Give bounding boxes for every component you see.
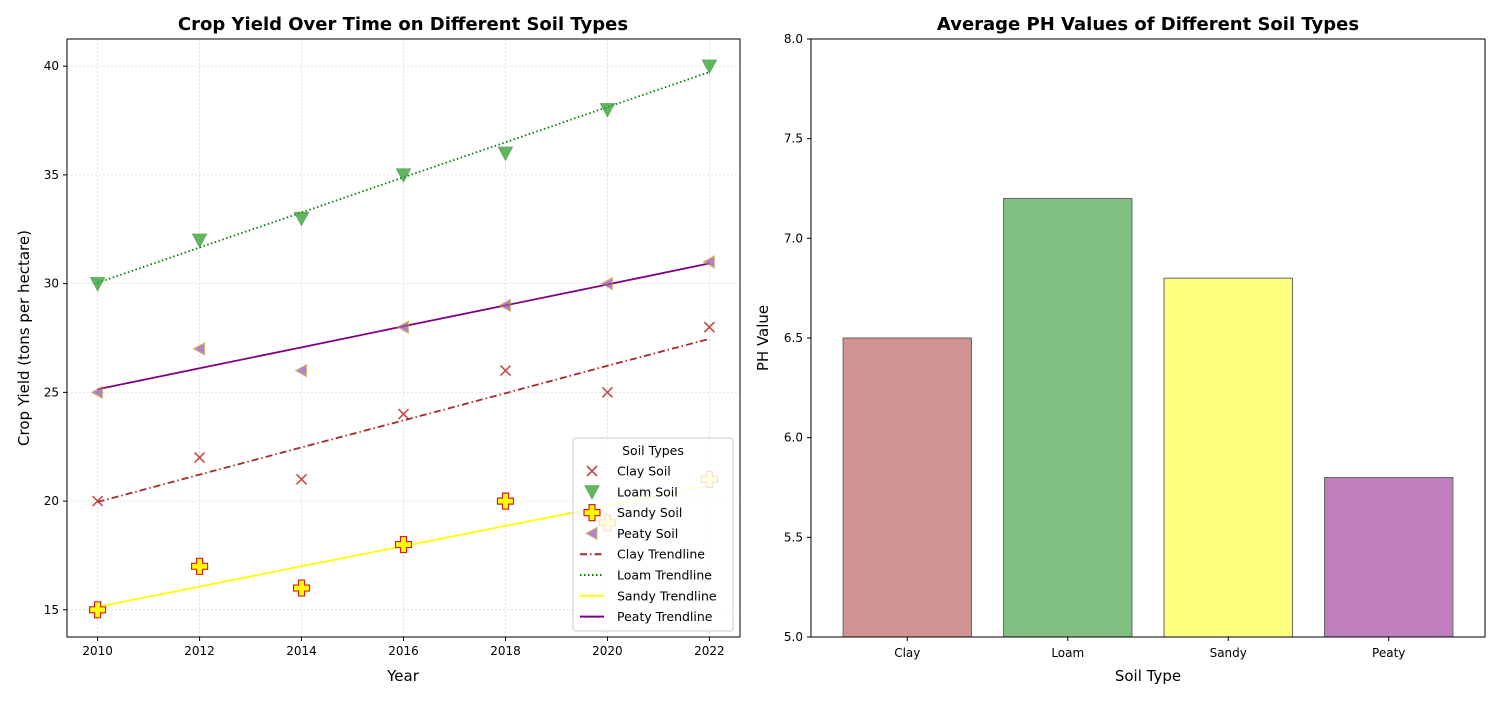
y-tick-label: 6.0 <box>784 431 803 445</box>
sandy-soil-point <box>88 601 107 619</box>
legend-loam-soil-swatch <box>584 485 600 500</box>
legend-sandy-trendline-label: Sandy Trendline <box>617 588 717 603</box>
clay-soil-point <box>499 365 512 377</box>
y-tick-label: 6.5 <box>784 331 803 345</box>
clay-soil-point <box>601 386 614 398</box>
sandy-soil-point <box>394 535 413 554</box>
peaty-soil-point <box>192 342 206 356</box>
x-tick-label-sandy: Sandy <box>1210 646 1247 660</box>
bar-loam <box>1003 197 1133 638</box>
sandy-soil-point <box>496 492 515 510</box>
y-tick-label: 7.5 <box>784 132 803 146</box>
sandy-soil-point <box>190 557 209 575</box>
clay-soil-point <box>92 495 104 507</box>
clay-trendline-line <box>97 338 710 503</box>
x-tick-label: 2010 <box>82 644 113 658</box>
loam-soil-point <box>191 233 208 249</box>
legend-loam-trendline-label: Loam Trendline <box>617 568 712 583</box>
clay-soil-point <box>397 408 410 420</box>
y-tick-label: 35 <box>44 168 59 182</box>
bar-sandy <box>1163 277 1293 638</box>
y-tick-label: 25 <box>44 385 59 399</box>
y-tick-label: 5.0 <box>784 630 803 644</box>
y-tick-label: 30 <box>44 277 59 291</box>
ph-values-chart: Average PH Values of Different Soil Type… <box>754 14 1486 685</box>
crop-yield-xlabel: Year <box>386 667 420 685</box>
peaty-soil-point <box>600 276 613 291</box>
legend-title: Soil Types <box>622 443 684 458</box>
peaty-soil-point <box>498 298 511 313</box>
legend-box <box>572 437 734 632</box>
crop-yield-chart: Crop Yield Over Time on Different Soil T… <box>15 14 741 685</box>
loam-soil-point <box>497 146 514 162</box>
loam-soil-point <box>701 59 718 75</box>
legend-peaty-soil-label: Peaty Soil <box>617 526 678 541</box>
crop-yield-legend: Soil Types Clay Soil Loam Soil Sandy Soil P… <box>572 437 734 632</box>
legend-peaty-soil-swatch <box>584 526 598 541</box>
ph-values-ylabel: PH Value <box>754 305 772 371</box>
x-tick-label-loam: Loam <box>1051 646 1084 660</box>
y-tick-label: 40 <box>44 59 59 73</box>
crop-yield-ylabel: Crop Yield (tons per hectare) <box>15 230 33 446</box>
clay-soil-point <box>295 473 308 485</box>
y-tick-label: 8.0 <box>784 32 803 46</box>
bar-clay <box>842 337 972 638</box>
x-tick-label: 2020 <box>592 644 623 658</box>
y-tick-label: 5.5 <box>784 530 803 544</box>
legend-clay-soil-label: Clay Soil <box>617 464 671 479</box>
peaty-soil-point <box>396 320 409 334</box>
crop-yield-ticks: 2010 2012 2014 2016 2018 2020 2022 15 20 25 30 35 40 <box>44 59 725 658</box>
y-tick-label: 15 <box>44 603 59 617</box>
sandy-soil-point <box>292 579 311 597</box>
loam-soil-point <box>599 103 616 118</box>
y-tick-label: 20 <box>44 494 59 508</box>
x-tick-label: 2016 <box>388 644 419 658</box>
crop-yield-title: Crop Yield Over Time on Different Soil T… <box>178 14 628 35</box>
x-tick-label: 2014 <box>286 644 317 658</box>
legend-sandy-soil-swatch <box>583 504 601 522</box>
y-tick-label: 7.0 <box>784 231 803 245</box>
loam-soil-point <box>293 211 310 227</box>
peaty-soil-point <box>294 363 308 378</box>
x-tick-label-clay: Clay <box>894 646 920 660</box>
peaty-soil-point <box>702 255 715 269</box>
ph-values-ticks: Clay Loam Sandy Peaty 5.0 5.5 6.0 6.5 7.0 7.5 8.0 <box>784 32 1405 660</box>
x-tick-label: 2012 <box>184 644 215 658</box>
x-tick-label: 2018 <box>490 644 521 658</box>
legend-loam-soil-label: Loam Soil <box>617 484 678 499</box>
legend-peaty-trendline-label: Peaty Trendline <box>617 609 713 624</box>
legend-clay-trendline-label: Clay Trendline <box>617 547 705 562</box>
loam-soil-point <box>89 277 106 292</box>
peaty-soil-point <box>90 385 104 400</box>
ph-values-title: Average PH Values of Different Soil Type… <box>937 14 1359 35</box>
clay-soil-point <box>703 321 715 333</box>
ph-values-bars <box>842 197 1454 638</box>
x-tick-label: 2022 <box>694 644 725 658</box>
loam-soil-point <box>395 168 412 183</box>
ph-values-xlabel: Soil Type <box>1115 667 1181 685</box>
bar-peaty <box>1324 477 1454 638</box>
clay-soil-point <box>193 452 206 464</box>
legend-clay-soil-swatch <box>586 465 598 477</box>
legend-sandy-soil-label: Sandy Soil <box>617 505 682 520</box>
x-tick-label-peaty: Peaty <box>1372 646 1405 660</box>
